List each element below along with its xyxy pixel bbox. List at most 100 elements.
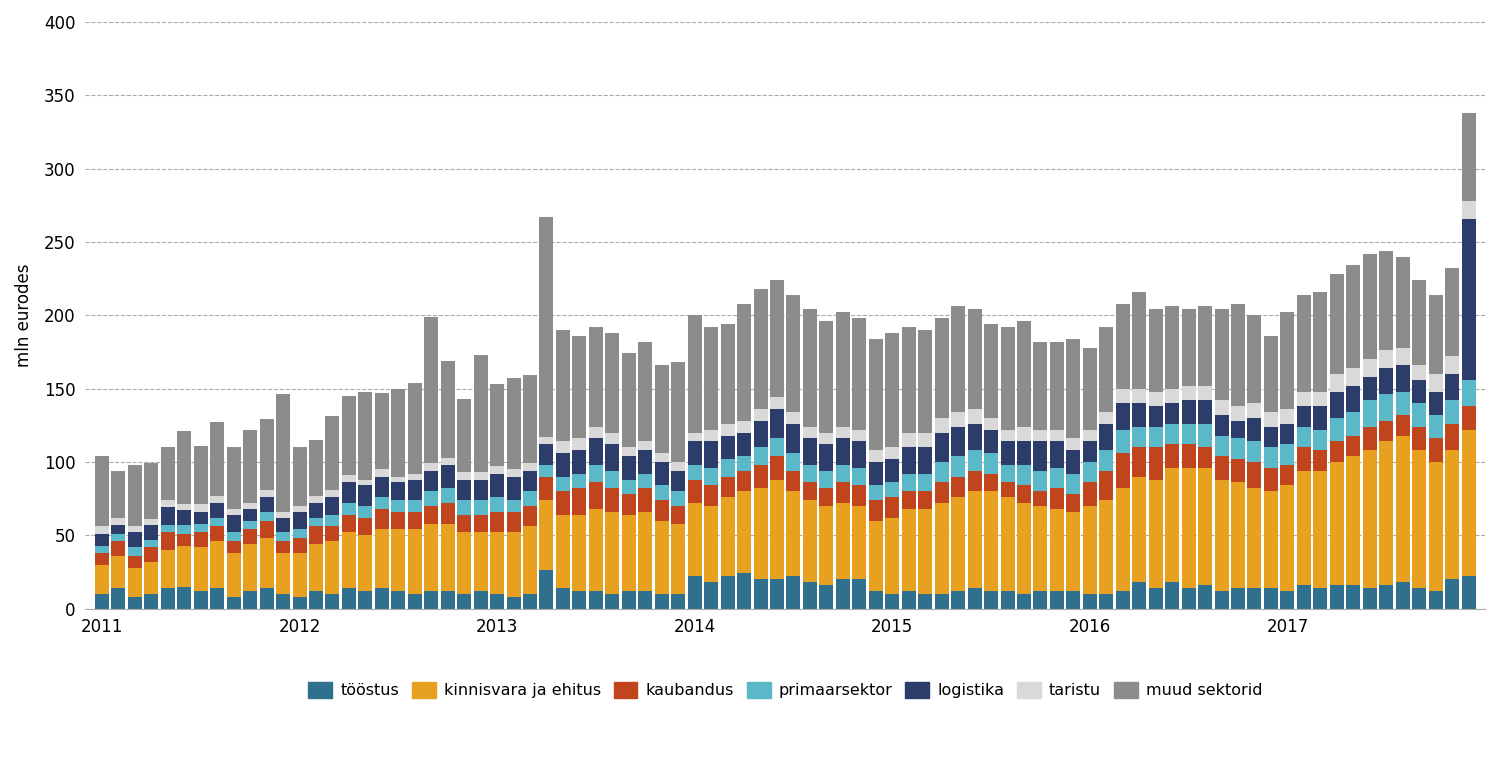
Bar — [226, 532, 240, 541]
Bar — [736, 470, 752, 492]
Bar — [94, 546, 110, 553]
Bar — [1034, 492, 1047, 506]
Bar — [1000, 441, 1014, 465]
Bar — [786, 412, 801, 424]
Bar — [1281, 409, 1294, 424]
Bar — [885, 517, 900, 594]
Bar — [260, 497, 273, 512]
Bar — [226, 509, 240, 515]
Bar — [276, 512, 290, 517]
Bar — [1198, 468, 1212, 585]
Bar — [474, 515, 488, 532]
Bar — [770, 480, 784, 579]
Bar — [276, 594, 290, 608]
Bar — [309, 526, 322, 544]
Bar — [424, 506, 438, 524]
Bar — [687, 315, 702, 433]
Bar — [441, 361, 454, 458]
Bar — [934, 462, 948, 482]
Bar — [687, 480, 702, 503]
Y-axis label: mln eurodes: mln eurodes — [15, 263, 33, 367]
Bar — [210, 503, 224, 517]
Bar — [1166, 583, 1179, 608]
Bar — [458, 500, 471, 515]
Bar — [507, 597, 520, 608]
Bar — [606, 470, 619, 488]
Bar — [524, 463, 537, 470]
Bar — [736, 456, 752, 470]
Bar — [687, 465, 702, 480]
Bar — [1166, 389, 1179, 403]
Bar — [1298, 406, 1311, 426]
Bar — [1066, 474, 1080, 494]
Bar — [934, 433, 948, 462]
Bar — [852, 506, 867, 579]
Bar — [1264, 447, 1278, 468]
Bar — [902, 474, 915, 492]
Bar — [375, 588, 388, 608]
Bar — [358, 391, 372, 480]
Bar — [1444, 579, 1460, 608]
Bar — [1132, 389, 1146, 403]
Bar — [1428, 295, 1443, 374]
Bar — [573, 438, 586, 450]
Bar — [770, 456, 784, 480]
Bar — [770, 409, 784, 438]
Bar — [1149, 480, 1162, 588]
Bar — [424, 524, 438, 591]
Bar — [210, 517, 224, 526]
Bar — [490, 474, 504, 497]
Bar — [819, 321, 834, 433]
Bar — [144, 519, 159, 525]
Bar — [177, 534, 190, 546]
Bar — [94, 534, 110, 546]
Bar — [902, 433, 915, 447]
Bar — [1034, 470, 1047, 492]
Bar — [1248, 403, 1262, 418]
Bar — [670, 362, 686, 462]
Bar — [1050, 591, 1064, 608]
Bar — [276, 517, 290, 532]
Bar — [1461, 113, 1476, 201]
Bar — [342, 396, 355, 475]
Bar — [1100, 500, 1113, 594]
Bar — [934, 503, 948, 594]
Bar — [1215, 591, 1228, 608]
Bar — [243, 521, 256, 529]
Bar — [1050, 441, 1064, 468]
Bar — [210, 423, 224, 495]
Bar — [951, 412, 964, 426]
Bar — [111, 517, 126, 525]
Bar — [556, 477, 570, 492]
Bar — [111, 541, 126, 556]
Bar — [590, 509, 603, 591]
Bar — [1066, 512, 1080, 591]
Bar — [260, 490, 273, 497]
Bar — [1182, 401, 1196, 424]
Bar — [704, 485, 718, 506]
Bar — [902, 447, 915, 474]
Bar — [918, 433, 932, 447]
Bar — [622, 591, 636, 608]
Bar — [1444, 357, 1460, 374]
Bar — [1100, 412, 1113, 424]
Bar — [1166, 307, 1179, 389]
Bar — [556, 330, 570, 441]
Bar — [1347, 368, 1360, 386]
Bar — [309, 591, 322, 608]
Bar — [441, 458, 454, 465]
Bar — [622, 456, 636, 480]
Bar — [852, 318, 867, 430]
Bar — [622, 494, 636, 515]
Bar — [292, 447, 306, 506]
Bar — [1248, 588, 1262, 608]
Bar — [1298, 447, 1311, 470]
Bar — [292, 553, 306, 597]
Bar — [260, 419, 273, 490]
Bar — [474, 532, 488, 591]
Bar — [573, 474, 586, 488]
Bar — [1281, 424, 1294, 445]
Bar — [1428, 462, 1443, 591]
Bar — [441, 503, 454, 524]
Bar — [1444, 268, 1460, 357]
